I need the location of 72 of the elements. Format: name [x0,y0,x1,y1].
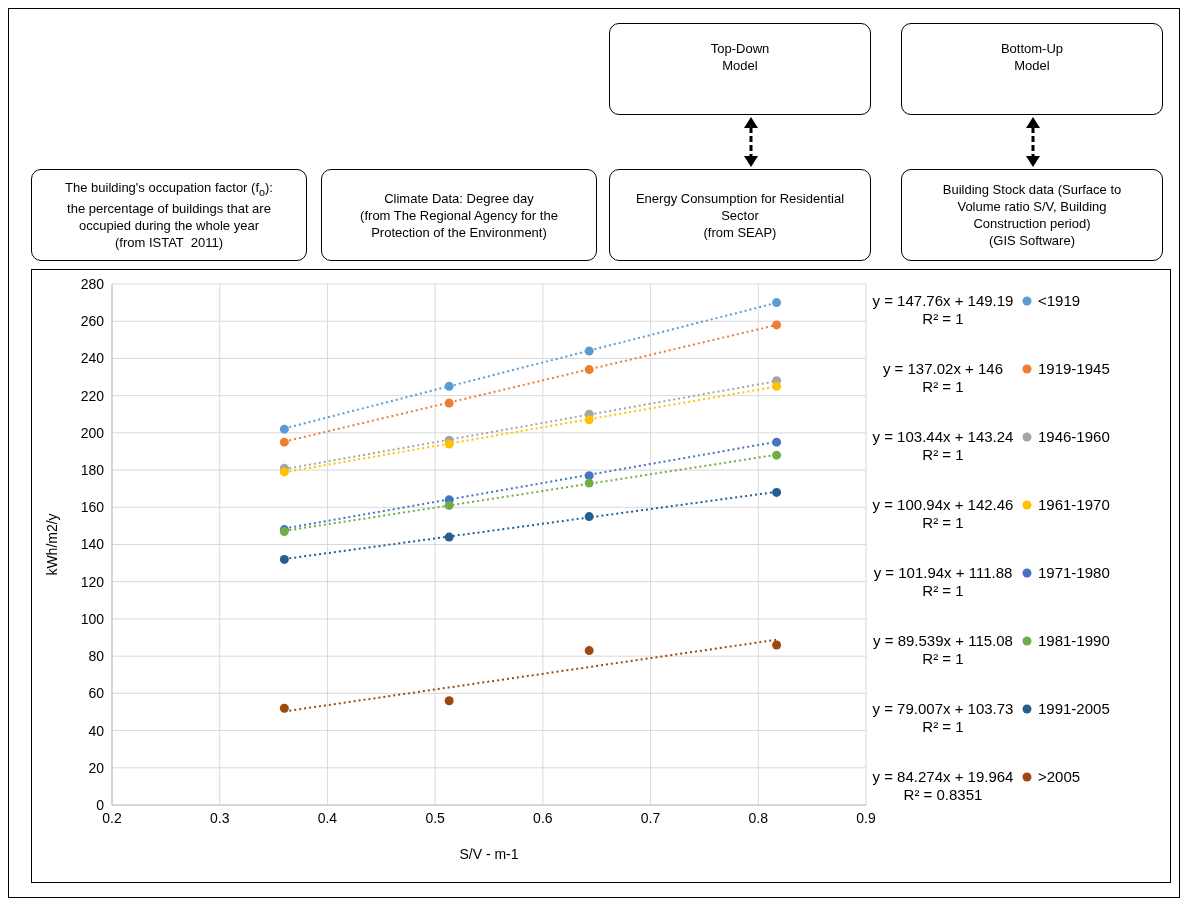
text: y = 100.94x + 142.46 R² = 1 [871,496,1015,532]
point [772,381,782,391]
text: Building Stock data (Surface to Volume ratio S/V, Building Construction period) (GIS Software) [942,181,1122,249]
legend-label: >2005 [1038,768,1081,785]
y-tick-label: 80 [88,648,105,665]
point [772,437,782,447]
point [584,478,594,488]
x-tick-label: 0.8 [748,809,769,826]
point [444,381,454,391]
point [772,320,782,330]
point [584,346,594,356]
point [279,437,289,447]
text: y = 89.539x + 115.08 R² = 1 [872,632,1014,668]
legend-label: 1919-1945 [1038,360,1110,377]
point [444,439,454,449]
x-tick-label: 0.2 [102,809,122,826]
point [279,703,289,713]
text: Climate Data: Degree day (from The Regional Agency for the Protection of the Environment) [360,189,558,241]
point [772,640,782,650]
x-tick-label: 0.6 [533,809,553,826]
y-tick-label: 220 [80,387,105,404]
legend-label: <1919 [1038,292,1081,309]
point [584,512,594,522]
x-tick-label: 0.9 [856,809,876,826]
y-tick-label: 180 [80,462,105,479]
legend-label: 1946-1960 [1038,428,1110,445]
point [444,532,454,542]
point [584,646,594,656]
y-axis-title: kWh/m2/y [43,513,60,576]
x-tick-label: 0.4 [317,809,338,826]
point [279,424,289,434]
text: y = 137.02x + 146 R² = 1 [881,360,1005,396]
x-tick-label: 0.5 [425,809,446,826]
y-tick-label: 120 [80,573,105,590]
y-tick-label: 100 [80,610,105,627]
x-tick-label: 0.3 [209,809,230,826]
legend-label: 1961-1970 [1038,496,1110,513]
y-tick-label: 160 [80,499,105,516]
text: y = 101.94x + 111.88 R² = 1 [872,564,1014,600]
point [279,554,289,564]
point [584,415,594,425]
y-tick-label: 280 [80,275,105,292]
y-tick-label: 40 [88,722,105,739]
y-tick-label: 60 [88,685,105,702]
y-tick-label: 140 [80,536,105,553]
y-tick-label: 0 [96,796,105,813]
text: Top-Down Model [710,40,770,74]
text: Bottom-Up Model [1000,40,1064,74]
text: y = 103.44x + 143.24 R² = 1 [871,428,1015,464]
point [772,487,782,497]
y-tick-label: 240 [80,350,105,367]
point [584,471,594,481]
point [772,450,782,460]
text: y = 84.274x + 19.964 R² = 0.8351 [871,768,1015,804]
point [444,696,454,706]
text: Energy Consumption for Residential Sector (from SEAP) [635,189,845,241]
x-axis-title: S/V - m-1 [459,846,519,862]
point [444,398,454,408]
point [279,467,289,477]
text: y = 147.76x + 149.19 R² = 1 [871,292,1015,328]
y-tick-label: 260 [80,313,105,330]
point [584,365,594,375]
x-tick-label: 0.7 [640,809,661,826]
legend-label: 1981-1990 [1038,632,1110,649]
point [772,298,782,308]
y-tick-label: 200 [80,424,105,441]
y-tick-label: 20 [88,759,105,776]
point [444,500,454,510]
legend-label: 1991-2005 [1038,700,1110,717]
text: y = 79.007x + 103.73 R² = 1 [871,700,1015,736]
text: The building's occupation factor (f$_{o}$): the percentage of buildings that are occupied during the whole year (from ISTAT 2011) [65,178,273,252]
legend-label: 1971-1980 [1038,564,1110,581]
